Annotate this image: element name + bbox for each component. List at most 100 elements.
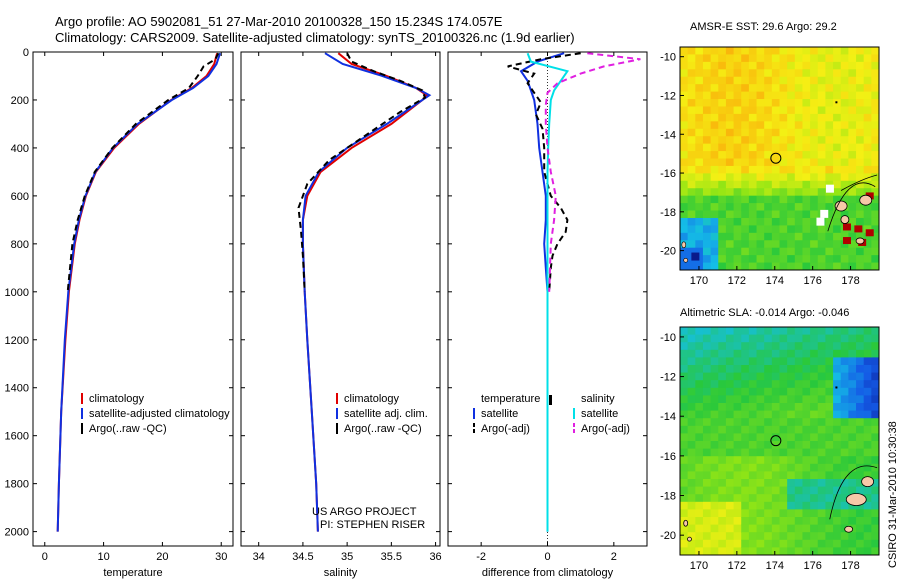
map-cell: [825, 425, 834, 434]
map-cell: [840, 247, 849, 256]
map-cell: [771, 486, 781, 495]
map-cell: [687, 433, 696, 442]
x-tick-label: 174: [766, 560, 784, 572]
map-cell: [802, 425, 811, 434]
map-cell: [748, 180, 758, 189]
map-cell: [802, 99, 811, 108]
map-cell: [718, 128, 727, 137]
map-cell: [748, 47, 758, 56]
map-cell: [764, 509, 773, 518]
map-cell: [702, 143, 712, 152]
map-cell: [756, 203, 765, 212]
map-cell: [848, 113, 857, 122]
map-cell: [779, 486, 788, 495]
series-line-argo: [66, 52, 220, 292]
map-cell: [825, 247, 834, 256]
x-tick-label: 36: [429, 551, 441, 563]
map-field: [680, 47, 879, 270]
map-cell: [748, 425, 758, 434]
map-cell: [695, 54, 704, 63]
map-cell: [817, 532, 827, 541]
map-cell: [779, 372, 788, 381]
map-cell: [856, 418, 865, 427]
map-cell: [725, 84, 735, 93]
map-cell: [756, 99, 765, 108]
map-cell: [840, 410, 849, 419]
map-cell: [695, 106, 704, 115]
map-cell: [748, 357, 758, 366]
map-cell: [787, 509, 796, 518]
map-cell: [848, 395, 857, 404]
map-cell: [733, 479, 742, 488]
map-cell: [710, 106, 719, 115]
map-cell: [856, 334, 865, 343]
map-cell: [687, 158, 696, 167]
map-cell: [802, 357, 811, 366]
map-cell: [779, 448, 788, 457]
map-cell: [764, 524, 773, 533]
map-cell: [680, 524, 689, 533]
map-cell: [702, 203, 712, 212]
map-cell: [748, 188, 758, 197]
warm-cell: [865, 229, 874, 237]
map-cell: [687, 180, 696, 189]
map-cell: [825, 471, 834, 480]
map-cell: [687, 165, 696, 174]
map-cell: [840, 143, 849, 152]
map-cell: [741, 255, 750, 264]
map-cell: [687, 387, 696, 396]
map-cell: [794, 76, 804, 85]
island: [681, 241, 687, 249]
map-cell: [771, 334, 781, 343]
map-cell: [817, 188, 827, 197]
map-cell: [702, 173, 712, 182]
map-cell: [794, 262, 804, 270]
map-cell: [741, 456, 750, 465]
map-cell: [718, 54, 727, 63]
map-cell: [787, 539, 796, 548]
map-cell: [802, 547, 811, 555]
map-cell: [748, 410, 758, 419]
map-cell: [733, 113, 742, 122]
map-cell: [702, 403, 712, 412]
map-cell: [725, 539, 735, 548]
map-cell: [725, 357, 735, 366]
map-cell: [756, 539, 765, 548]
map-cell: [702, 463, 712, 472]
map-cell: [833, 61, 842, 70]
map-cell: [764, 334, 773, 343]
map-cell: [825, 255, 834, 264]
map-cell: [863, 410, 872, 419]
map-cell: [680, 380, 689, 389]
map-cell: [871, 425, 879, 434]
map-cell: [779, 509, 788, 518]
map-cell: [695, 494, 704, 503]
map-cell: [787, 173, 796, 182]
map-cell: [871, 517, 879, 526]
warm-cell: [842, 237, 851, 245]
map-cell: [848, 433, 857, 442]
map-cell: [695, 425, 704, 434]
map-cell: [741, 334, 750, 343]
map-cell: [871, 203, 879, 212]
map-cell: [825, 121, 834, 130]
map-cell: [733, 158, 742, 167]
map-cell: [764, 365, 773, 374]
map-cell: [833, 539, 842, 548]
map-cell: [725, 143, 735, 152]
map-cell: [680, 247, 689, 256]
map-cell: [817, 173, 827, 182]
map-cell: [825, 69, 834, 78]
map-cell: [771, 106, 781, 115]
map-cell: [725, 247, 735, 256]
map-cell: [695, 387, 704, 396]
map-cell: [710, 180, 719, 189]
map-cell: [756, 532, 765, 541]
map-cell: [764, 471, 773, 480]
series-line-argo: [507, 52, 581, 292]
map-cell: [741, 240, 750, 249]
map-cell: [702, 349, 712, 358]
map-cell: [787, 365, 796, 374]
map-cell: [718, 47, 727, 56]
map-cell: [817, 151, 827, 160]
